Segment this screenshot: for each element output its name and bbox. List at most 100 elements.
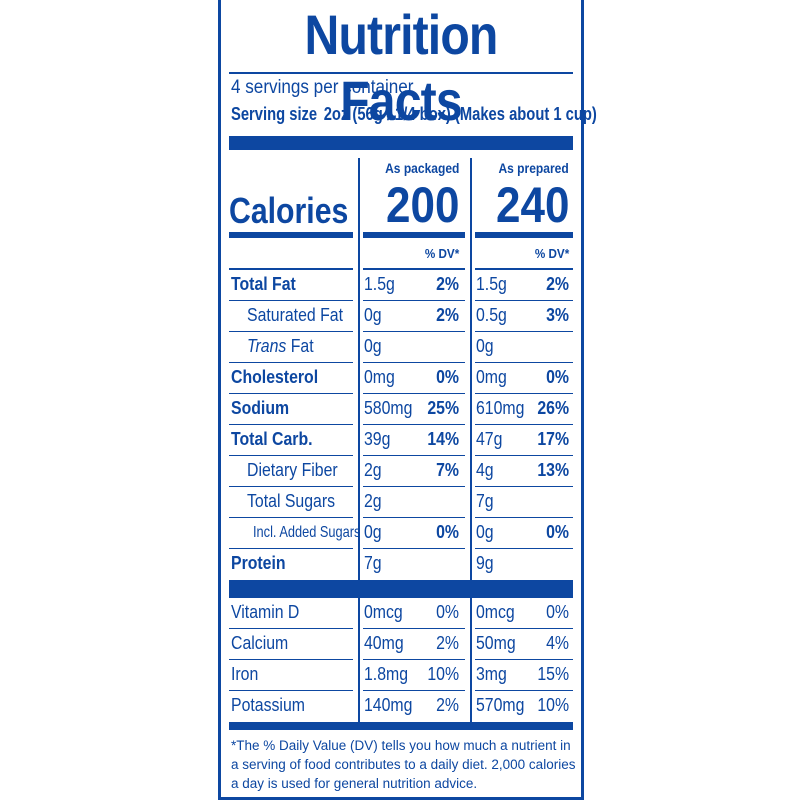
row-rule xyxy=(363,658,465,660)
nutrient-label: Incl. Added Sugars xyxy=(253,524,360,542)
amount-prepared: 1.5g xyxy=(476,274,507,294)
row-rule xyxy=(363,547,465,549)
nutrient-label: Total Fat xyxy=(231,274,296,295)
dv-packaged: 0% xyxy=(436,602,459,622)
amount-packaged: 0g xyxy=(364,336,382,356)
row-rule xyxy=(229,516,353,518)
column-header-prepared: As prepared xyxy=(498,160,569,176)
nutrient-label-text: Dietary Fiber xyxy=(247,460,338,480)
amount-prepared: 610mg xyxy=(476,398,525,418)
row-rule xyxy=(229,547,353,549)
row-rule xyxy=(475,658,573,660)
row-rule xyxy=(475,516,573,518)
row-rule xyxy=(363,516,465,518)
row-rule xyxy=(363,627,465,629)
nutrient-row: Total Carb. 39g 14% 47g 17% xyxy=(221,425,581,456)
divider xyxy=(229,72,573,74)
nutrient-label-text: Sodium xyxy=(231,398,290,418)
thick-divider xyxy=(229,722,573,730)
row-rule xyxy=(229,454,353,456)
nutrient-label: Saturated Fat xyxy=(247,305,343,326)
dv-packaged: 2% xyxy=(436,633,459,653)
row-rule xyxy=(475,330,573,332)
row-rule xyxy=(475,392,573,394)
amount-prepared: 0g xyxy=(476,336,494,356)
nutrient-label: Vitamin D xyxy=(231,602,299,623)
row-rule xyxy=(363,392,465,394)
dv-prepared: 0% xyxy=(546,602,569,622)
amount-prepared: 570mg xyxy=(476,695,525,715)
amount-packaged: 39g xyxy=(364,429,391,449)
dv-prepared: 10% xyxy=(537,695,569,715)
row-rule xyxy=(229,689,353,691)
nutrient-label-text: Vitamin D xyxy=(231,602,300,622)
column-divider-packaged xyxy=(358,158,360,722)
nutrient-row: Sodium 580mg 25% 610mg 26% xyxy=(221,394,581,425)
serving-size-label: Serving size xyxy=(231,104,318,124)
dv-packaged: 2% xyxy=(436,695,459,715)
dv-packaged: 25% xyxy=(427,398,459,418)
calories-rule xyxy=(363,232,465,238)
amount-packaged: 0g xyxy=(364,305,382,325)
nutrient-label-text: Iron xyxy=(231,664,259,684)
dv-prepared: 26% xyxy=(537,398,569,418)
nutrient-label-text: Potassium xyxy=(231,695,305,715)
amount-prepared: 3mg xyxy=(476,664,507,684)
row-rule xyxy=(475,423,573,425)
row-rule xyxy=(229,485,353,487)
amount-packaged: 7g xyxy=(364,553,382,573)
nutrient-row: Saturated Fat 0g 2% 0.5g 3% xyxy=(221,301,581,332)
amount-packaged: 0mg xyxy=(364,367,395,387)
row-rule xyxy=(475,689,573,691)
calories-label: Calories xyxy=(229,190,349,231)
calories-rule xyxy=(229,232,353,238)
amount-packaged: 0mcg xyxy=(364,602,403,622)
amount-packaged: 580mg xyxy=(364,398,413,418)
nutrient-row: Dietary Fiber 2g 7% 4g 13% xyxy=(221,456,581,487)
row-rule xyxy=(475,454,573,456)
nutrient-label-text: Fat xyxy=(286,336,314,356)
dv-header-packaged: % DV* xyxy=(424,246,459,261)
nutrient-label: Total Sugars xyxy=(247,491,335,512)
amount-prepared: 47g xyxy=(476,429,503,449)
nutrient-label: Total Carb. xyxy=(231,429,313,450)
dv-prepared: 2% xyxy=(546,274,569,294)
nutrient-row: Total Sugars 2g 7g xyxy=(221,487,581,518)
calories-prepared: 240 xyxy=(495,177,569,233)
dv-packaged: 0% xyxy=(436,367,459,387)
dv-prepared: 15% xyxy=(537,664,569,684)
calories-packaged: 200 xyxy=(385,177,459,233)
amount-prepared: 0mg xyxy=(476,367,507,387)
row-rule xyxy=(475,485,573,487)
nutrient-label-text: Calcium xyxy=(231,633,289,653)
nutrient-label: Potassium xyxy=(231,695,305,716)
amount-packaged: 140mg xyxy=(364,695,413,715)
thick-divider xyxy=(229,580,573,598)
calories-rule xyxy=(475,232,573,238)
row-rule xyxy=(475,299,573,301)
dv-prepared: 0% xyxy=(546,522,569,542)
dv-prepared: 3% xyxy=(546,305,569,325)
divider xyxy=(475,268,573,270)
row-rule xyxy=(363,485,465,487)
row-rule xyxy=(363,330,465,332)
nutrient-label-text: Incl. Added Sugars xyxy=(253,524,361,541)
row-rule xyxy=(475,547,573,549)
row-rule xyxy=(229,627,353,629)
row-rule xyxy=(229,658,353,660)
vitamin-row: Iron 1.8mg 10% 3mg 15% xyxy=(221,660,581,691)
row-rule xyxy=(229,330,353,332)
amount-prepared: 9g xyxy=(476,553,494,573)
nutrient-label: Calcium xyxy=(231,633,288,654)
amount-prepared: 0mcg xyxy=(476,602,515,622)
nutrient-label: Iron xyxy=(231,664,258,685)
nutrition-facts-panel: Nutrition Facts 4 servings per container… xyxy=(218,0,597,800)
dv-prepared: 4% xyxy=(546,633,569,653)
amount-packaged: 40mg xyxy=(364,633,404,653)
amount-prepared: 0g xyxy=(476,522,494,542)
dv-packaged: 14% xyxy=(427,429,459,449)
row-rule xyxy=(229,361,353,363)
amount-packaged: 1.8mg xyxy=(364,664,409,684)
servings-per-container: 4 servings per container xyxy=(231,77,414,98)
nutrient-label-text: Cholesterol xyxy=(231,367,319,387)
